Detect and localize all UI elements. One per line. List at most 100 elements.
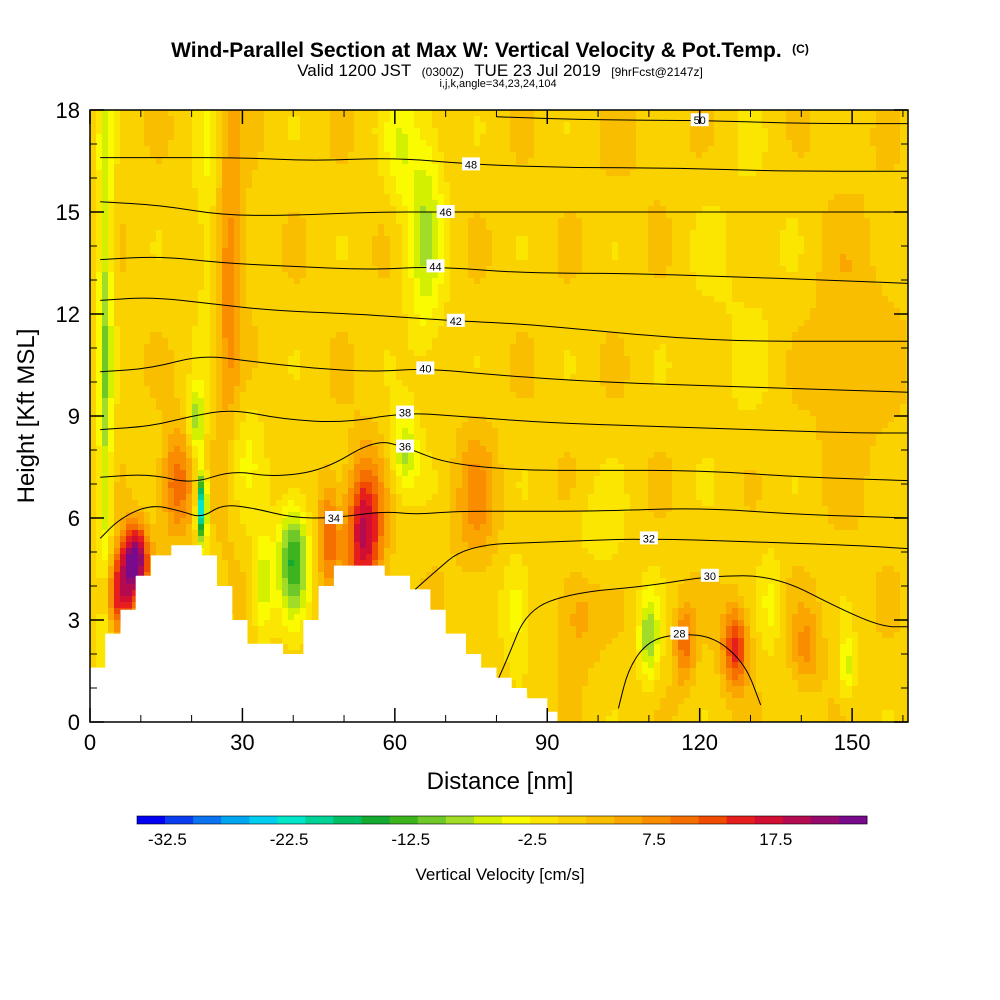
- velocity-cell: [108, 602, 115, 609]
- velocity-cell: [324, 170, 331, 177]
- velocity-cell: [258, 152, 265, 159]
- velocity-cell: [324, 110, 331, 117]
- velocity-cell: [216, 470, 223, 477]
- velocity-cell: [264, 350, 271, 357]
- velocity-cell: [294, 116, 301, 123]
- velocity-cell: [120, 464, 127, 471]
- velocity-cell: [186, 374, 193, 381]
- velocity-cell: [378, 176, 385, 183]
- velocity-cell: [156, 290, 163, 297]
- velocity-cell: [342, 296, 349, 303]
- velocity-cell: [324, 266, 331, 273]
- velocity-cell: [228, 326, 235, 333]
- velocity-cell: [138, 362, 145, 369]
- velocity-cell: [138, 176, 145, 183]
- velocity-cell: [144, 458, 151, 465]
- velocity-cell: [168, 380, 175, 387]
- velocity-cell: [276, 332, 283, 339]
- velocity-cell: [168, 386, 175, 393]
- velocity-cell: [324, 344, 331, 351]
- velocity-cell: [138, 266, 145, 273]
- velocity-cell: [126, 278, 133, 285]
- velocity-cell: [150, 218, 157, 225]
- velocity-cell: [282, 578, 289, 585]
- velocity-cell: [360, 254, 367, 261]
- velocity-cell: [186, 302, 193, 309]
- velocity-cell: [288, 380, 295, 387]
- velocity-cell: [210, 452, 217, 459]
- velocity-cell: [282, 194, 289, 201]
- velocity-cell: [330, 218, 337, 225]
- velocity-cell: [324, 542, 331, 549]
- velocity-cell: [120, 350, 127, 357]
- velocity-cell: [300, 392, 307, 399]
- velocity-cell: [144, 554, 151, 561]
- velocity-cell: [120, 542, 127, 549]
- velocity-cell: [366, 524, 373, 531]
- velocity-cell: [144, 560, 151, 567]
- velocity-cell: [114, 164, 121, 171]
- velocity-cell: [120, 134, 127, 141]
- velocity-cell: [192, 452, 199, 459]
- velocity-cell: [330, 476, 337, 483]
- velocity-cell: [210, 158, 217, 165]
- velocity-cell: [126, 452, 133, 459]
- chart-title: Wind-Parallel Section at Max W: Vertical…: [171, 39, 809, 62]
- velocity-cell: [108, 554, 115, 561]
- velocity-cell: [306, 446, 313, 453]
- velocity-cell: [240, 290, 247, 297]
- velocity-cell: [318, 170, 325, 177]
- velocity-cell: [186, 512, 193, 519]
- velocity-cell: [138, 386, 145, 393]
- velocity-cell: [180, 392, 187, 399]
- velocity-cell: [264, 260, 271, 267]
- velocity-cell: [114, 482, 121, 489]
- velocity-cell: [306, 398, 313, 405]
- velocity-cell: [180, 350, 187, 357]
- velocity-cell: [198, 326, 205, 333]
- velocity-cell: [294, 452, 301, 459]
- velocity-cell: [204, 464, 211, 471]
- velocity-cell: [144, 212, 151, 219]
- velocity-cell: [342, 122, 349, 129]
- velocity-cell: [102, 140, 109, 147]
- velocity-cell: [306, 548, 313, 555]
- velocity-cell: [288, 224, 295, 231]
- velocity-cell: [342, 140, 349, 147]
- velocity-cell: [108, 200, 115, 207]
- velocity-cell: [192, 506, 199, 513]
- velocity-cell: [204, 404, 211, 411]
- velocity-cell: [366, 446, 373, 453]
- velocity-cell: [318, 284, 325, 291]
- velocity-cell: [228, 464, 235, 471]
- velocity-cell: [126, 218, 133, 225]
- velocity-cell: [174, 170, 181, 177]
- velocity-cell: [240, 536, 247, 543]
- velocity-cell: [258, 356, 265, 363]
- velocity-cell: [246, 182, 253, 189]
- velocity-cell: [102, 626, 109, 633]
- velocity-cell: [234, 278, 241, 285]
- velocity-cell: [258, 350, 265, 357]
- velocity-cell: [282, 470, 289, 477]
- velocity-cell: [270, 350, 277, 357]
- velocity-cell: [360, 206, 367, 213]
- velocity-cell: [276, 398, 283, 405]
- velocity-cell: [192, 206, 199, 213]
- velocity-cell: [204, 314, 211, 321]
- velocity-cell: [96, 326, 103, 333]
- velocity-cell: [246, 488, 253, 495]
- velocity-cell: [276, 452, 283, 459]
- velocity-cell: [156, 110, 163, 117]
- velocity-cell: [366, 206, 373, 213]
- velocity-cell: [342, 224, 349, 231]
- velocity-cell: [234, 470, 241, 477]
- velocity-cell: [96, 296, 103, 303]
- velocity-cell: [168, 242, 175, 249]
- velocity-cell: [366, 116, 373, 123]
- velocity-cell: [174, 110, 181, 117]
- velocity-cell: [246, 512, 253, 519]
- velocity-cell: [144, 356, 151, 363]
- velocity-cell: [294, 218, 301, 225]
